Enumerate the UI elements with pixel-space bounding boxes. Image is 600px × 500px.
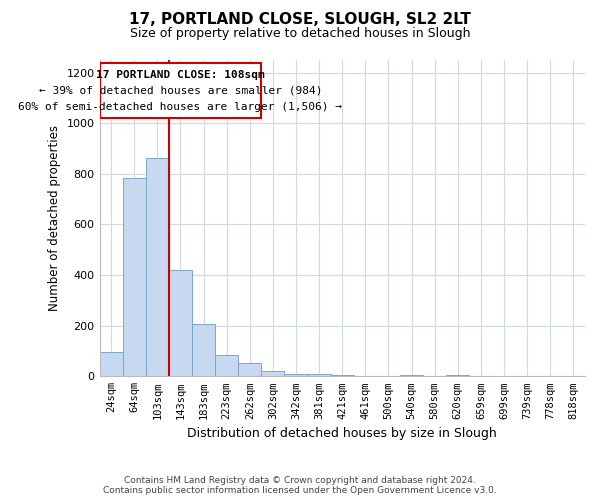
Text: ← 39% of detached houses are smaller (984): ← 39% of detached houses are smaller (98…	[38, 86, 322, 96]
Bar	[284, 374, 308, 376]
Bar	[400, 374, 423, 376]
Text: Contains HM Land Registry data © Crown copyright and database right 2024.
Contai: Contains HM Land Registry data © Crown c…	[103, 476, 497, 495]
Bar	[192, 324, 215, 376]
Text: 17 PORTLAND CLOSE: 108sqm: 17 PORTLAND CLOSE: 108sqm	[96, 70, 265, 80]
Bar	[308, 374, 331, 376]
Bar	[446, 374, 469, 376]
Bar	[146, 158, 169, 376]
Bar	[238, 363, 262, 376]
Text: 60% of semi-detached houses are larger (1,506) →: 60% of semi-detached houses are larger (…	[19, 102, 343, 112]
Text: 17, PORTLAND CLOSE, SLOUGH, SL2 2LT: 17, PORTLAND CLOSE, SLOUGH, SL2 2LT	[129, 12, 471, 28]
Bar	[215, 355, 238, 376]
FancyBboxPatch shape	[100, 62, 262, 118]
Text: Size of property relative to detached houses in Slough: Size of property relative to detached ho…	[130, 28, 470, 40]
Bar	[331, 375, 354, 376]
Y-axis label: Number of detached properties: Number of detached properties	[48, 125, 61, 311]
X-axis label: Distribution of detached houses by size in Slough: Distribution of detached houses by size …	[187, 427, 497, 440]
Bar	[100, 352, 122, 376]
Bar	[122, 178, 146, 376]
Bar	[169, 270, 192, 376]
Bar	[262, 371, 284, 376]
